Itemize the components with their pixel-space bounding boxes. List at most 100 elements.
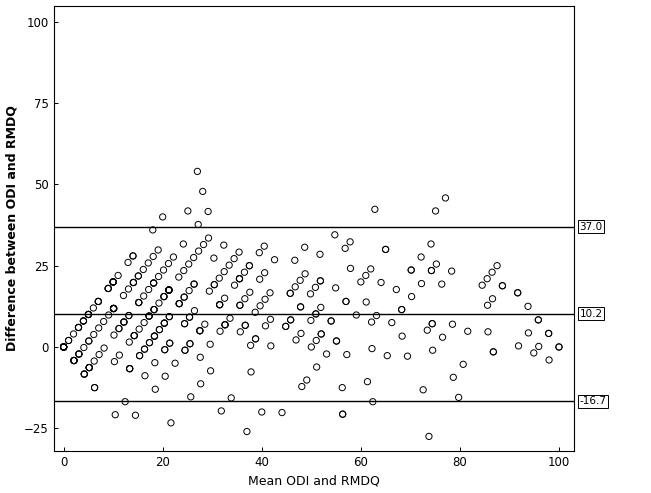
Point (382, 352, 393, 359)
Point (437, 280, 447, 288)
Point (108, 305, 118, 313)
Point (193, 220, 203, 228)
Point (149, 332, 159, 340)
Point (195, 327, 205, 335)
Point (361, 272, 371, 280)
Point (497, 282, 508, 290)
Point (179, 293, 189, 301)
Point (244, 262, 255, 270)
Point (59, 343, 69, 351)
Point (406, 266, 417, 274)
Point (299, 244, 310, 251)
Point (251, 335, 261, 343)
Point (79, 370, 89, 378)
Point (78, 317, 89, 325)
Point (145, 339, 155, 347)
Point (79, 370, 89, 378)
Point (199, 241, 209, 248)
Point (240, 295, 250, 303)
Point (203, 208, 214, 215)
Point (120, 398, 130, 406)
Point (59, 343, 69, 351)
Point (185, 340, 195, 348)
Point (426, 267, 437, 275)
Point (154, 326, 165, 334)
Point (83, 337, 94, 345)
Point (220, 321, 230, 329)
Point (134, 352, 145, 359)
Point (234, 301, 245, 309)
Point (311, 310, 321, 318)
Point (180, 320, 190, 328)
Point (129, 332, 139, 340)
Point (245, 342, 256, 350)
Point (454, 393, 464, 401)
Point (458, 360, 469, 368)
Point (331, 337, 342, 345)
Point (163, 286, 174, 294)
Point (128, 279, 139, 286)
Point (108, 305, 118, 313)
Point (371, 312, 381, 319)
Point (447, 320, 458, 328)
Point (296, 303, 306, 311)
Point (355, 278, 366, 286)
Point (189, 307, 200, 315)
Point (170, 359, 180, 367)
Point (180, 346, 190, 354)
Point (74, 323, 84, 331)
Point (281, 322, 291, 330)
Point (83, 311, 94, 318)
Point (108, 278, 118, 286)
Point (149, 306, 159, 314)
Point (426, 267, 437, 275)
Point (427, 320, 437, 328)
Point (159, 293, 169, 301)
Point (214, 301, 225, 309)
Point (108, 305, 118, 313)
Point (192, 168, 202, 176)
Point (94, 351, 104, 358)
Point (168, 253, 178, 261)
Point (159, 319, 169, 327)
Point (124, 312, 134, 319)
Point (245, 288, 255, 296)
Point (59, 343, 69, 351)
Point (482, 275, 492, 282)
Point (184, 260, 194, 268)
Point (163, 286, 174, 294)
Point (326, 317, 337, 325)
Point (285, 289, 296, 297)
Point (123, 258, 133, 266)
Point (305, 290, 316, 298)
Point (296, 329, 306, 337)
Point (148, 279, 159, 287)
Point (83, 311, 94, 318)
Point (165, 339, 175, 347)
Point (534, 343, 544, 351)
Point (285, 289, 296, 297)
Point (488, 295, 498, 303)
Point (165, 339, 175, 347)
Point (209, 254, 219, 262)
Point (482, 301, 493, 309)
Point (114, 324, 124, 332)
Point (178, 240, 189, 248)
Point (63, 337, 74, 345)
Point (533, 316, 544, 324)
Point (154, 299, 164, 307)
Point (140, 372, 150, 380)
Point (296, 303, 306, 311)
Point (74, 323, 84, 331)
Point (246, 368, 256, 376)
Point (351, 311, 361, 319)
Point (422, 326, 432, 334)
Point (93, 297, 104, 305)
Point (362, 378, 372, 386)
Point (402, 352, 413, 360)
Point (554, 343, 564, 351)
Point (93, 297, 104, 305)
Point (197, 187, 208, 195)
Point (260, 269, 270, 277)
Point (185, 340, 195, 348)
